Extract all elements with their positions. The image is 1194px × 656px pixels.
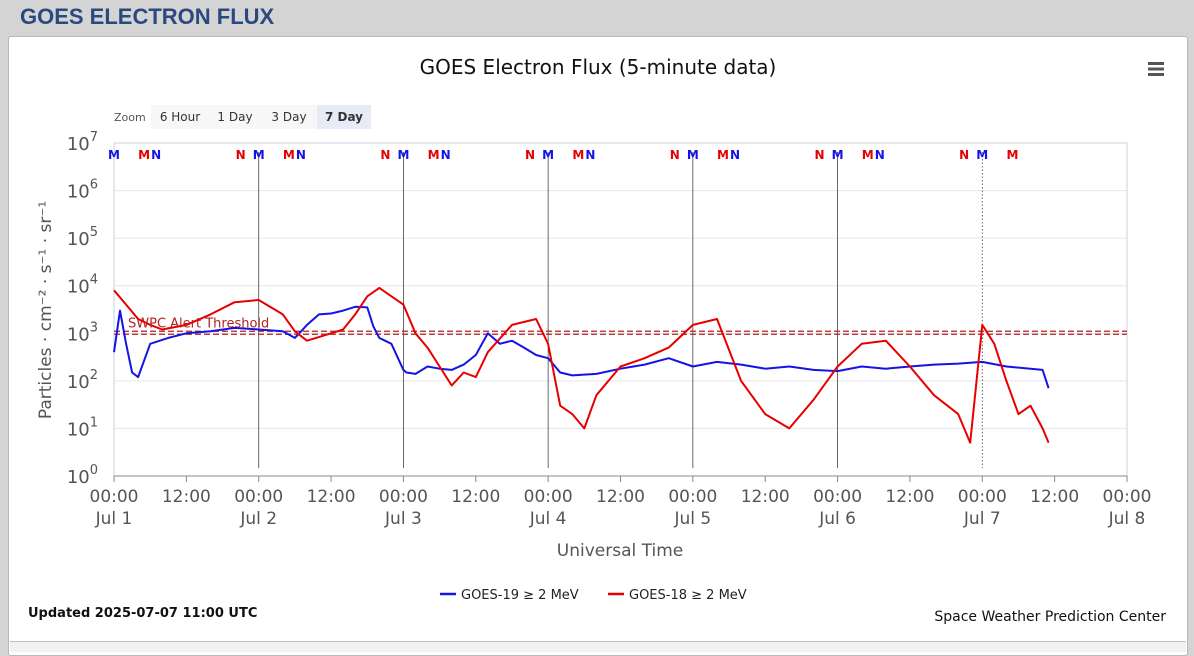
y-tick-label: 104 [67, 273, 98, 298]
x-tick-label: 12:00 [307, 487, 356, 507]
y-tick-label: 102 [67, 368, 98, 393]
local-time-marker: M [253, 148, 265, 162]
x-tick-label: 12:00 [162, 487, 211, 507]
x-date-label: Jul 8 [1108, 509, 1146, 529]
legend-item-1[interactable]: GOES-19 ≥ 2 MeV [461, 588, 579, 603]
zoom-button-7-day[interactable]: 7 Day [317, 105, 371, 129]
local-time-marker: M [542, 148, 554, 162]
x-date-label: Jul 5 [673, 509, 711, 529]
local-time-marker: N [814, 148, 824, 162]
x-tick-label: 12:00 [741, 487, 790, 507]
local-time-marker: M [428, 148, 440, 162]
zoom-button-label: 3 Day [271, 110, 306, 124]
x-tick-label: 00:00 [234, 487, 283, 507]
zoom-button-label: 1 Day [217, 110, 252, 124]
zoom-button-bg [209, 105, 261, 129]
local-time-marker: N [959, 148, 969, 162]
zoom-label: Zoom [114, 111, 146, 124]
x-tick-label: 00:00 [379, 487, 428, 507]
x-tick-label: 12:00 [1030, 487, 1079, 507]
local-time-marker: N [730, 148, 740, 162]
y-tick-label: 105 [67, 225, 98, 250]
local-time-marker: M [572, 148, 584, 162]
x-tick-label: 12:00 [885, 487, 934, 507]
local-time-marker: M [108, 148, 120, 162]
page-title: GOES ELECTRON FLUX [20, 4, 275, 29]
x-date-label: Jul 1 [95, 509, 133, 529]
zoom-button-6-hour[interactable]: 6 Hour [151, 105, 209, 129]
local-time-marker: M [976, 148, 988, 162]
local-time-marker: N [875, 148, 885, 162]
hamburger-menu-icon[interactable] [1144, 58, 1168, 80]
x-date-label: Jul 7 [963, 509, 1001, 529]
local-time-marker: M [1006, 148, 1018, 162]
local-time-marker: N [525, 148, 535, 162]
local-time-marker: N [585, 148, 595, 162]
x-tick-label: 00:00 [813, 487, 862, 507]
x-date-label: Jul 4 [529, 509, 567, 529]
x-date-label: Jul 2 [239, 509, 277, 529]
legend-item-2[interactable]: GOES-18 ≥ 2 MeV [629, 588, 747, 603]
local-time-marker: N [236, 148, 246, 162]
zoom-button-label: 7 Day [325, 110, 363, 124]
x-date-label: Jul 3 [384, 509, 422, 529]
local-time-marker: N [296, 148, 306, 162]
y-tick-label: 107 [67, 130, 98, 155]
zoom-button-bg [317, 105, 371, 129]
local-time-marker: M [832, 148, 844, 162]
y-tick-label: 106 [67, 178, 98, 203]
local-time-marker: M [687, 148, 699, 162]
local-time-marker: N [151, 148, 161, 162]
y-tick-label: 100 [67, 463, 98, 488]
local-time-marker: M [397, 148, 409, 162]
chart-title: GOES Electron Flux (5-minute data) [420, 55, 777, 79]
x-date-label: Jul 6 [818, 509, 856, 529]
y-tick-label: 101 [67, 415, 98, 440]
local-time-marker: M [862, 148, 874, 162]
x-tick-label: 00:00 [1103, 487, 1152, 507]
y-tick-label: 103 [67, 320, 98, 345]
updated-timestamp: Updated 2025-07-07 11:00 UTC [28, 606, 257, 621]
zoom-button-bg [151, 105, 209, 129]
local-time-marker: M [138, 148, 150, 162]
credit-text: Space Weather Prediction Center [934, 609, 1166, 625]
local-time-marker: N [441, 148, 451, 162]
local-time-marker: M [283, 148, 295, 162]
x-tick-label: 00:00 [90, 487, 139, 507]
x-tick-label: 00:00 [524, 487, 573, 507]
local-time-marker: N [380, 148, 390, 162]
series-line-1 [113, 305, 1050, 389]
zoom-button-3-day[interactable]: 3 Day [261, 105, 317, 129]
local-time-marker: N [670, 148, 680, 162]
series-line-2 [113, 286, 1050, 444]
zoom-button-1-day[interactable]: 1 Day [209, 105, 261, 129]
local-time-marker: M [717, 148, 729, 162]
x-axis-title: Universal Time [557, 541, 683, 561]
x-tick-label: 12:00 [596, 487, 645, 507]
y-axis-title: Particles · cm⁻² · s⁻¹ · sr⁻¹ [36, 201, 56, 419]
x-tick-label: 00:00 [958, 487, 1007, 507]
zoom-button-label: 6 Hour [160, 110, 200, 124]
x-tick-label: 00:00 [668, 487, 717, 507]
zoom-button-bg [261, 105, 317, 129]
x-tick-label: 12:00 [451, 487, 500, 507]
